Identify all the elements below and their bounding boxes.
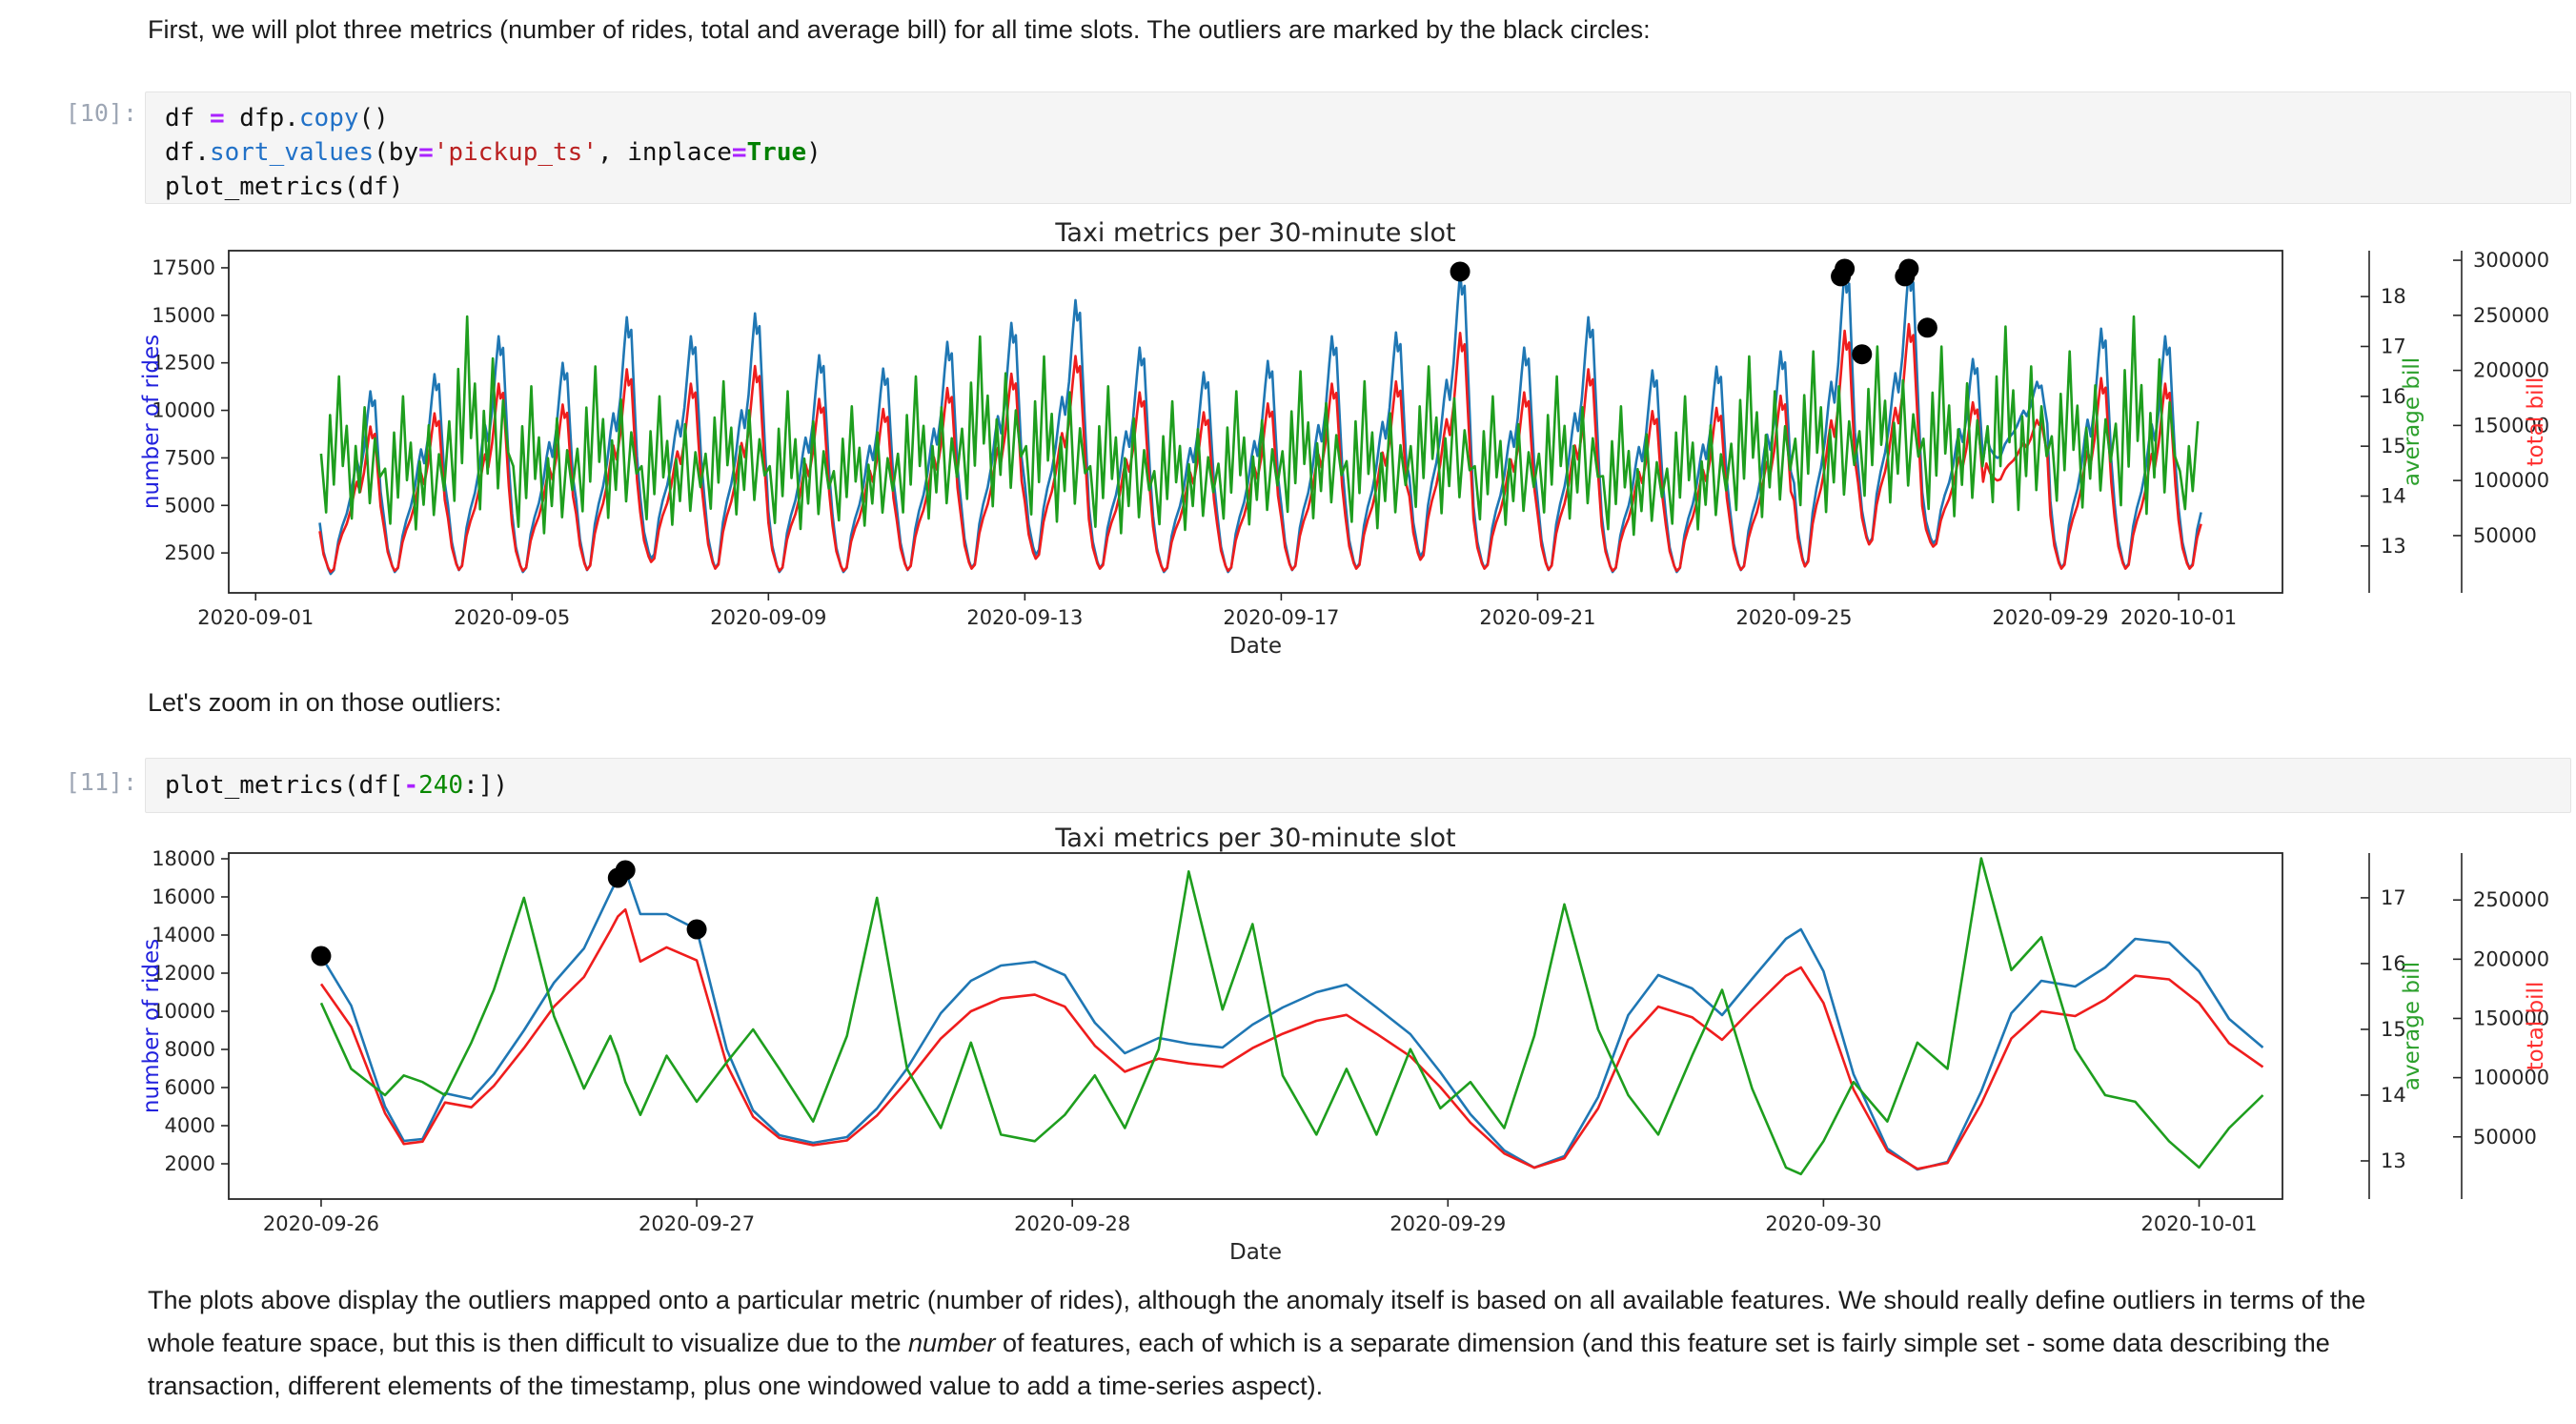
x-tick-label: 2020-09-29	[1389, 1212, 1506, 1235]
avg-tick-label: 16	[2381, 952, 2406, 975]
avg-tick-label: 18	[2381, 285, 2406, 308]
x-tick-label: 2020-09-27	[639, 1212, 755, 1235]
total-tick-label: 100000	[2473, 1067, 2549, 1089]
total-tick-label: 200000	[2473, 947, 2549, 970]
x-tick-label: 2020-09-30	[1765, 1212, 1881, 1235]
code-line[interactable]: plot_metrics(df[-240:])	[165, 771, 509, 800]
markdown-zoom-note: Let's zoom in on those outliers:	[148, 688, 502, 717]
average-bill-series-line	[319, 857, 2264, 1176]
code-cell-11[interactable]: plot_metrics(df[-240:])	[145, 758, 2571, 813]
outlier-marker	[1450, 261, 1471, 282]
footer-italic-number: number	[907, 1329, 996, 1357]
avg-tick-label: 15	[2381, 1018, 2406, 1041]
x-tick-label: 2020-09-09	[710, 606, 826, 629]
avg-tick-label: 17	[2381, 335, 2406, 357]
x-tick-label: 2020-09-13	[966, 606, 1083, 629]
y-tick-label: 7500	[165, 446, 215, 469]
y-tick-label: 2000	[165, 1152, 215, 1175]
y-tick-label: 15000	[152, 304, 215, 327]
total-tick-label: 250000	[2473, 888, 2549, 911]
outlier-marker	[1852, 344, 1873, 365]
outlier-marker	[1835, 258, 1856, 279]
markdown-intro: First, we will plot three metrics (numbe…	[148, 15, 1651, 44]
cell10-prompt: [10]:	[65, 99, 137, 127]
code-line[interactable]: df = dfp.copy()	[165, 104, 389, 132]
y-tick-label: 12000	[152, 962, 215, 985]
chart-2-figure: Taxi metrics per 30-minute slot 2000 4000 6…	[139, 824, 2549, 1265]
footer-line-1: The plots above display the outliers map…	[148, 1286, 2366, 1314]
total-tick-label: 200000	[2473, 359, 2549, 382]
total-tick-label: 300000	[2473, 249, 2549, 272]
y-tick-label: 18000	[152, 847, 215, 870]
avg-tick-label: 14	[2381, 484, 2406, 507]
y-tick-label: 10000	[152, 399, 215, 422]
y-tick-label: 6000	[165, 1076, 215, 1099]
y-tick-label: 10000	[152, 1000, 215, 1023]
x-tick-label: 2020-09-25	[1735, 606, 1852, 629]
y-tick-label: 5000	[165, 494, 215, 517]
code-line[interactable]: df.sort_values(by='pickup_ts', inplace=T…	[165, 138, 821, 167]
x-tick-label: 2020-09-17	[1223, 606, 1339, 629]
footer-line-3: transaction, different elements of the t…	[148, 1372, 1324, 1400]
total-tick-label: 100000	[2473, 469, 2549, 492]
x-tick-label: 2020-10-01	[2120, 606, 2237, 629]
rides-axis-label: number of rides	[139, 939, 164, 1113]
total-tick-label: 150000	[2473, 1007, 2549, 1029]
x-tick-label: 2020-09-21	[1479, 606, 1595, 629]
rides-axis-label: number of rides	[139, 335, 164, 509]
plot-frame	[228, 250, 2283, 594]
markdown-footer: The plots above display the outliers map…	[148, 1279, 2365, 1408]
avg-tick-label: 13	[2381, 535, 2406, 558]
chart-title: Taxi metrics per 30-minute slot	[1054, 824, 1455, 853]
y-tick-label: 8000	[165, 1038, 215, 1061]
x-tick-label: 2020-10-01	[2140, 1212, 2257, 1235]
x-tick-label: 2020-09-28	[1014, 1212, 1130, 1235]
footer-line-2: whole feature space, but this is then di…	[148, 1329, 2330, 1357]
chart-title: Taxi metrics per 30-minute slot	[1054, 219, 1455, 248]
outlier-marker	[1898, 258, 1919, 279]
avg-tick-label: 15	[2381, 435, 2406, 458]
code-line[interactable]: plot_metrics(df)	[165, 173, 404, 201]
total-tick-label: 50000	[2473, 1126, 2537, 1149]
rides-series-line	[318, 267, 2202, 576]
avg-tick-label: 17	[2381, 886, 2406, 909]
total-tick-label: 50000	[2473, 524, 2537, 547]
x-tick-label: 2020-09-05	[454, 606, 570, 629]
total-tick-label: 150000	[2473, 414, 2549, 437]
cell11-prompt: [11]:	[65, 768, 137, 796]
avg-axis-label: average bill	[2400, 357, 2424, 486]
avg-tick-label: 14	[2381, 1084, 2406, 1107]
outlier-marker	[686, 919, 707, 940]
code-area-11[interactable]: plot_metrics(df[-240:])	[146, 759, 2570, 803]
avg-tick-label: 13	[2381, 1149, 2406, 1172]
code-area-10[interactable]: df = dfp.copy() df.sort_values(by='pickup…	[146, 92, 2570, 204]
avg-tick-label: 16	[2381, 385, 2406, 408]
y-tick-label: 16000	[152, 885, 215, 908]
total-bill-series-line	[319, 907, 2264, 1170]
average-bill-series-line	[319, 315, 2200, 537]
code-cell-10[interactable]: df = dfp.copy() df.sort_values(by='pickup…	[145, 92, 2571, 204]
plot-frame	[228, 852, 2283, 1200]
outlier-marker	[615, 860, 636, 881]
y-tick-label: 12500	[152, 352, 215, 375]
total-axis-label: total bill	[2524, 982, 2548, 1071]
y-tick-label: 4000	[165, 1114, 215, 1137]
total-axis-label: total bill	[2524, 377, 2548, 467]
outlier-marker	[311, 946, 332, 966]
chart-1-figure: Taxi metrics per 30-minute slot 2500 5000 7…	[139, 219, 2549, 659]
y-tick-label: 2500	[165, 541, 215, 564]
x-axis-label: Date	[1229, 1240, 1282, 1265]
x-tick-label: 2020-09-26	[263, 1212, 379, 1235]
x-tick-label: 2020-09-29	[1992, 606, 2108, 629]
y-tick-label: 17500	[152, 256, 215, 279]
avg-axis-label: average bill	[2400, 962, 2424, 1090]
x-tick-label: 2020-09-01	[197, 606, 314, 629]
x-axis-label: Date	[1229, 634, 1282, 659]
total-tick-label: 250000	[2473, 304, 2549, 327]
outlier-marker	[1917, 317, 1937, 338]
y-tick-label: 14000	[152, 924, 215, 946]
